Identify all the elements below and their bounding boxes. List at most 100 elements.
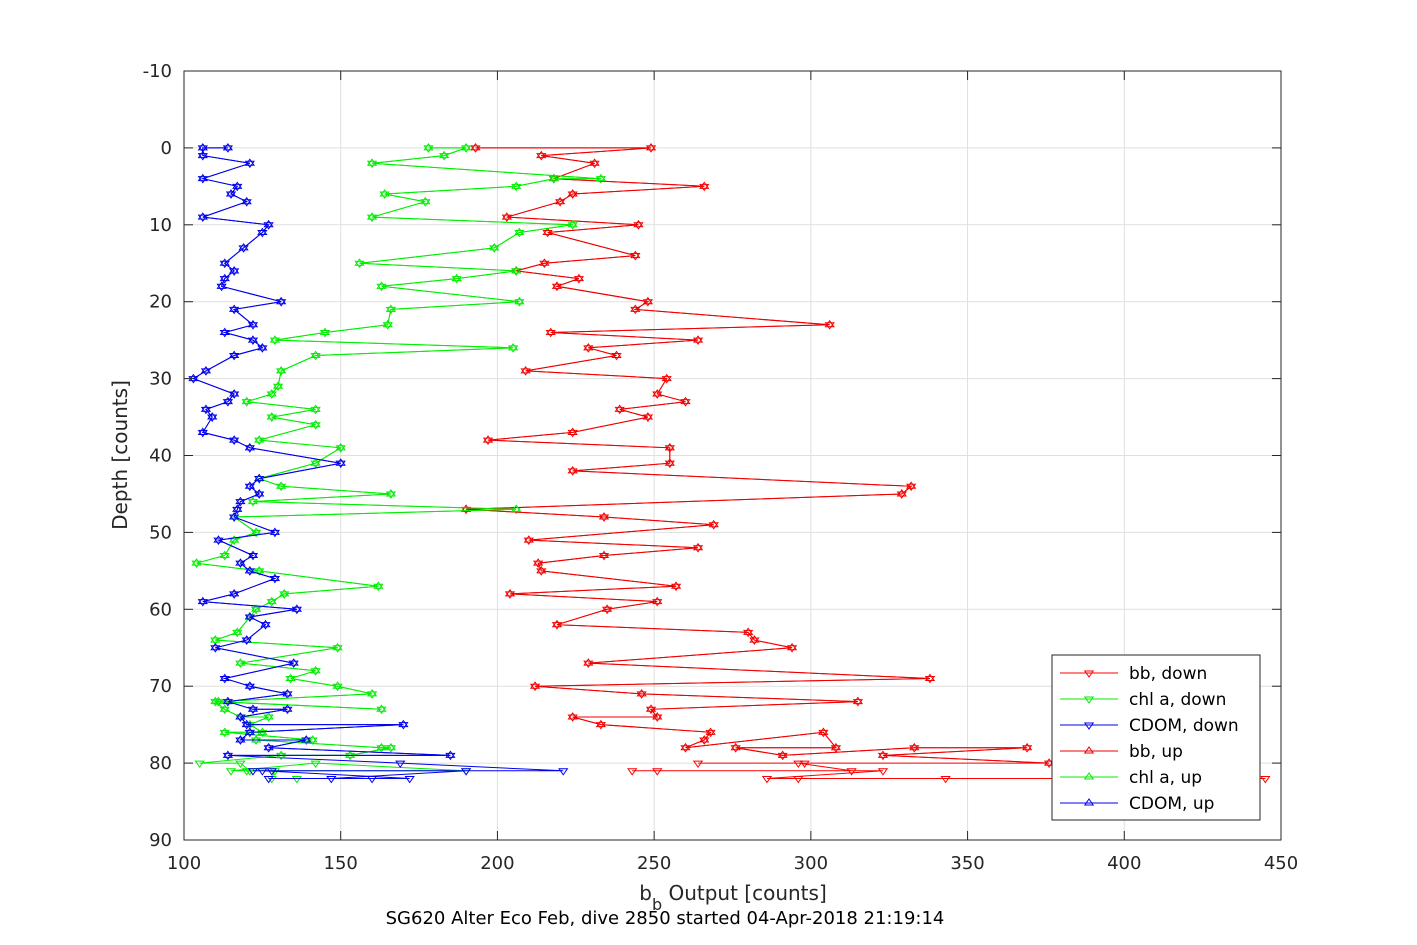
data-point xyxy=(197,143,208,151)
data-point xyxy=(630,306,641,315)
data-point xyxy=(276,366,287,374)
data-point xyxy=(250,604,262,612)
data-point xyxy=(291,604,302,612)
data-point xyxy=(366,214,378,223)
data-point xyxy=(310,419,321,428)
data-point xyxy=(423,145,434,153)
data-point xyxy=(276,481,287,489)
legend-marker xyxy=(1083,696,1095,704)
data-point xyxy=(235,714,246,722)
data-point xyxy=(269,573,281,582)
data-point xyxy=(257,229,268,238)
data-point xyxy=(207,412,218,420)
data-point xyxy=(301,737,312,745)
data-point xyxy=(222,145,234,153)
data-point xyxy=(539,258,550,266)
x-tick-label: 250 xyxy=(637,853,671,874)
y-tick-label: 70 xyxy=(149,676,172,697)
data-point xyxy=(382,319,393,328)
data-point xyxy=(232,181,243,189)
data-point xyxy=(335,442,346,451)
data-point xyxy=(398,722,409,730)
data-point xyxy=(247,335,259,343)
data-point xyxy=(846,768,857,776)
y-tick-label: 10 xyxy=(149,215,172,236)
data-point xyxy=(326,775,337,784)
tick-labels: 100 150 200 250 300 350 400 450 -10 0 10 20 30 40 50 60… xyxy=(143,61,1299,874)
data-point xyxy=(200,406,212,415)
data-point xyxy=(344,752,356,761)
data-point xyxy=(633,222,644,230)
data-point xyxy=(366,688,378,697)
data-point xyxy=(250,527,262,535)
data-point xyxy=(257,227,268,235)
data-point xyxy=(514,296,525,305)
data-point xyxy=(595,176,607,184)
data-point xyxy=(818,729,829,738)
data-point xyxy=(548,173,560,182)
data-point xyxy=(852,696,864,705)
legend: bb, down chl a, down CDOM, down bb, up chl a… xyxy=(1051,654,1261,821)
data-point xyxy=(244,727,255,735)
data-point xyxy=(630,304,641,312)
data-point xyxy=(818,727,829,735)
data-point xyxy=(228,591,240,599)
data-point xyxy=(692,542,704,551)
data-point xyxy=(219,550,230,558)
data-point xyxy=(266,768,277,776)
data-point xyxy=(241,719,252,728)
data-point xyxy=(210,635,221,643)
x-tick-label: 200 xyxy=(480,853,514,874)
data-point xyxy=(567,468,578,476)
data-point xyxy=(598,552,610,561)
data-point xyxy=(482,437,494,446)
data-point xyxy=(507,345,519,353)
data-point xyxy=(238,245,249,253)
data-point xyxy=(680,745,691,753)
data-point xyxy=(232,506,243,515)
data-point xyxy=(301,735,312,743)
data-point xyxy=(366,212,378,220)
data-point xyxy=(228,306,240,315)
data-point xyxy=(200,404,212,412)
data-point xyxy=(235,558,246,566)
data-point xyxy=(567,189,578,197)
data-point xyxy=(263,745,274,753)
data-point xyxy=(545,327,556,335)
data-point xyxy=(451,276,462,284)
data-point xyxy=(680,396,691,405)
data-point xyxy=(642,414,654,422)
data-point xyxy=(257,342,268,351)
data-point xyxy=(222,752,234,761)
data-point xyxy=(708,519,719,528)
data-point xyxy=(504,589,516,597)
data-point xyxy=(730,742,741,751)
data-point xyxy=(583,658,594,666)
data-point xyxy=(636,688,647,697)
data-point xyxy=(235,735,246,743)
data-point xyxy=(501,212,512,220)
data-point xyxy=(366,160,378,169)
data-point xyxy=(373,583,384,592)
data-point xyxy=(514,299,525,307)
data-point xyxy=(254,565,265,574)
data-point xyxy=(598,512,610,520)
series-layer xyxy=(188,143,1271,784)
data-point xyxy=(235,712,246,720)
data-point xyxy=(366,691,378,699)
data-point xyxy=(548,176,560,184)
data-point xyxy=(291,775,302,784)
y-tick-label: 80 xyxy=(149,753,172,774)
y-tick-label: 50 xyxy=(149,522,172,543)
data-point xyxy=(247,768,259,776)
data-point xyxy=(511,183,522,192)
series-chl-a-up xyxy=(191,143,607,758)
data-point xyxy=(228,350,240,359)
data-point xyxy=(777,752,788,761)
data-point xyxy=(567,427,578,435)
data-point xyxy=(376,283,387,292)
data-point xyxy=(241,196,252,205)
data-point xyxy=(200,366,212,374)
x-tick-label: 100 xyxy=(167,853,201,874)
